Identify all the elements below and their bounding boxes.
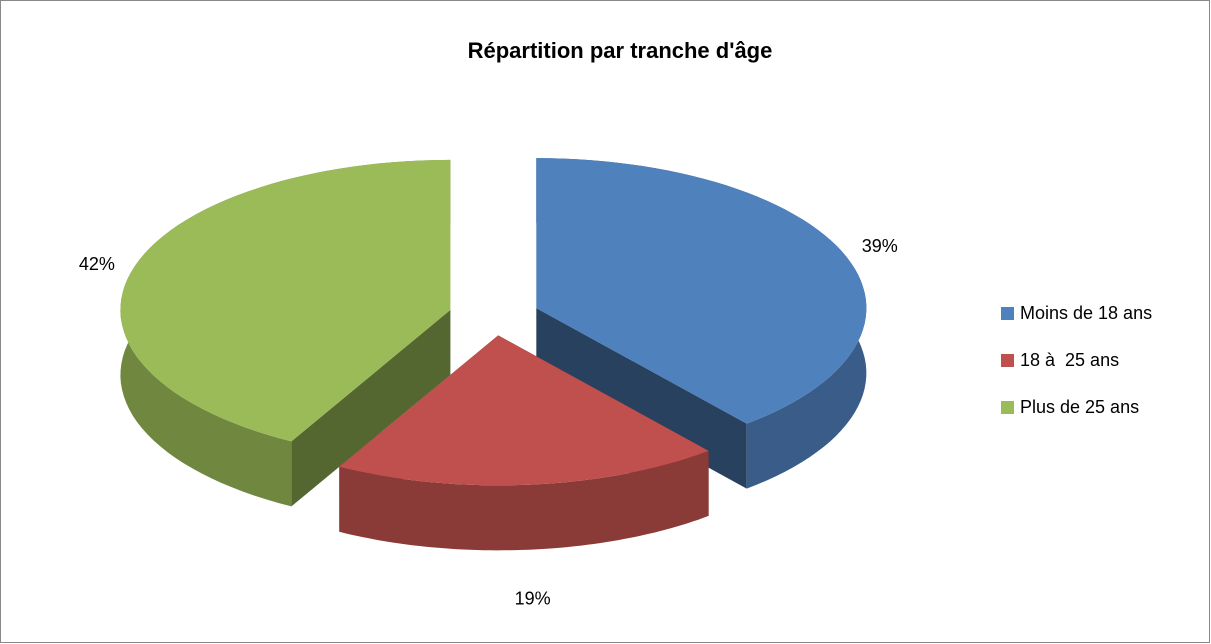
data-label: 19%	[515, 588, 551, 608]
legend-swatch	[1001, 307, 1014, 320]
data-label: 39%	[862, 236, 898, 256]
legend-label: 18 à 25 ans	[1020, 350, 1119, 370]
pie: 39% 42% 19%	[79, 158, 898, 608]
legend-label: Plus de 25 ans	[1020, 397, 1139, 417]
legend-swatch	[1001, 354, 1014, 367]
data-label: 42%	[79, 254, 115, 274]
slice-top	[536, 158, 867, 424]
legend: Moins de 18 ans 18 à 25 ans Plus de 25 ans	[1001, 303, 1152, 417]
legend-label: Moins de 18 ans	[1020, 303, 1152, 323]
slice-top	[120, 159, 451, 442]
slice	[120, 159, 451, 507]
chart-title: Répartition par tranche d'âge	[468, 38, 773, 63]
legend-swatch	[1001, 401, 1014, 414]
slice-top	[339, 335, 709, 486]
slice-side	[339, 450, 709, 551]
slice	[339, 335, 709, 551]
slice-wall	[291, 309, 451, 507]
